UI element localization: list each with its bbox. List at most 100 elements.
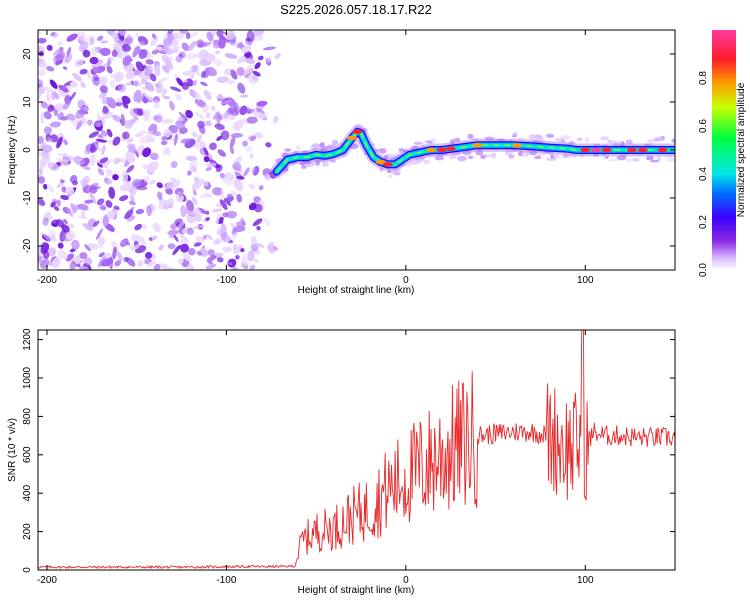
spectrogram-ytick-label: 20 [22, 48, 33, 60]
ridge-halo-speckle [387, 174, 393, 179]
noise-speckle [38, 142, 47, 151]
snr-xtick-label: 100 [577, 575, 594, 586]
noise-speckle [267, 243, 275, 253]
noise-speckle [153, 263, 161, 270]
noise-speckle [156, 182, 163, 189]
noise-speckle [245, 58, 256, 65]
noise-speckle [225, 172, 235, 181]
noise-speckle [265, 142, 272, 148]
ridge-halo-speckle [485, 137, 495, 140]
noise-speckle [191, 131, 198, 138]
noise-speckle [70, 203, 77, 213]
noise-speckle [194, 92, 202, 101]
noise-speckle [192, 189, 197, 196]
snr-frame [37, 329, 676, 571]
ridge-halo-speckle [321, 161, 329, 167]
noise-speckle [156, 46, 163, 51]
ridge-hotspot [382, 162, 393, 167]
noise-speckle [191, 181, 202, 191]
noise-speckle [106, 30, 116, 36]
noise-speckle [47, 104, 55, 112]
noise-speckle [248, 183, 255, 190]
noise-speckle [65, 186, 74, 196]
noise-speckle [132, 46, 140, 58]
noise-speckle [157, 191, 163, 200]
colorbar-label: Normalized spectral amplitude [736, 82, 747, 217]
noise-speckle [46, 65, 55, 72]
colorbar-tick-label: 0.2 [698, 215, 709, 229]
noise-speckle [202, 234, 208, 240]
noise-speckle [249, 153, 254, 159]
noise-speckle [121, 44, 132, 52]
ridge-halo-speckle [585, 136, 590, 143]
noise-speckle [171, 45, 180, 53]
noise-speckle [136, 186, 148, 191]
noise-speckle [224, 235, 231, 242]
ridge-halo-speckle [548, 158, 556, 162]
noise-speckle [200, 81, 208, 87]
ridge-core [276, 131, 675, 173]
ridge-halo-speckle [326, 144, 336, 150]
noise-speckle [170, 223, 177, 230]
noise-speckle [62, 66, 68, 70]
spectrogram-xtick-label: 100 [577, 275, 594, 286]
noise-speckle [133, 89, 142, 102]
noise-speckle [209, 142, 217, 151]
noise-speckle [170, 177, 177, 182]
snr-ytick-label: 200 [22, 523, 33, 540]
ridge-halo-speckle [374, 148, 382, 153]
noise-speckle [246, 116, 258, 124]
noise-speckle [196, 134, 203, 143]
colorbar-ticks: 0.0 0.2 0.4 0.6 0.8 [698, 71, 709, 277]
noise-speckle [230, 69, 238, 80]
noise-speckle [49, 79, 58, 89]
noise-speckle [122, 37, 133, 46]
noise-speckle [167, 198, 175, 205]
noise-speckle [112, 246, 117, 260]
noise-speckle [264, 173, 271, 180]
noise-speckle [216, 135, 223, 142]
noise-speckle [182, 252, 192, 262]
noise-speckle [78, 215, 88, 220]
noise-speckle [207, 249, 216, 257]
ridge-halo-speckle [331, 139, 338, 146]
noise-speckle [135, 208, 145, 215]
noise-speckle [220, 188, 224, 200]
noise-speckle [86, 119, 93, 126]
noise-speckle [46, 136, 53, 143]
noise-speckle [216, 76, 229, 84]
noise-speckle [224, 53, 238, 59]
noise-speckle [57, 153, 70, 158]
noise-speckle [46, 184, 55, 193]
spectrogram-y-axis-label: Frequency (Hz) [7, 116, 18, 185]
noise-speckle [233, 244, 243, 255]
noise-speckle [228, 107, 239, 116]
noise-speckle [222, 113, 229, 119]
noise-speckle [50, 32, 56, 36]
spectrogram-ytick-label: -20 [22, 238, 33, 253]
noise-speckle [193, 111, 205, 119]
noise-speckle [206, 31, 214, 42]
noise-speckle [189, 31, 199, 38]
noise-speckle [58, 84, 69, 93]
noise-speckle [163, 204, 168, 210]
noise-speckle [246, 146, 253, 153]
ridge-halo-speckle [428, 154, 436, 158]
noise-speckle [99, 157, 109, 164]
ridge-hotspot [512, 143, 523, 148]
noise-speckle [233, 179, 244, 192]
noise-speckle [202, 104, 209, 113]
noise-speckle [46, 247, 57, 257]
noise-speckle [135, 32, 140, 38]
noise-speckle [71, 239, 80, 250]
ridge-halo-speckle [671, 138, 675, 143]
noise-speckle [197, 120, 205, 129]
ridge-halo-speckle [398, 148, 405, 152]
noise-speckle [74, 256, 82, 265]
ridge-halo-speckle [534, 135, 543, 141]
figure-title: S225.2026.057.18.17.R22 [280, 2, 432, 17]
noise-speckle [170, 86, 182, 92]
ridge-halo-speckle [450, 139, 455, 145]
noise-speckle [88, 131, 100, 139]
noise-speckle [112, 174, 119, 181]
